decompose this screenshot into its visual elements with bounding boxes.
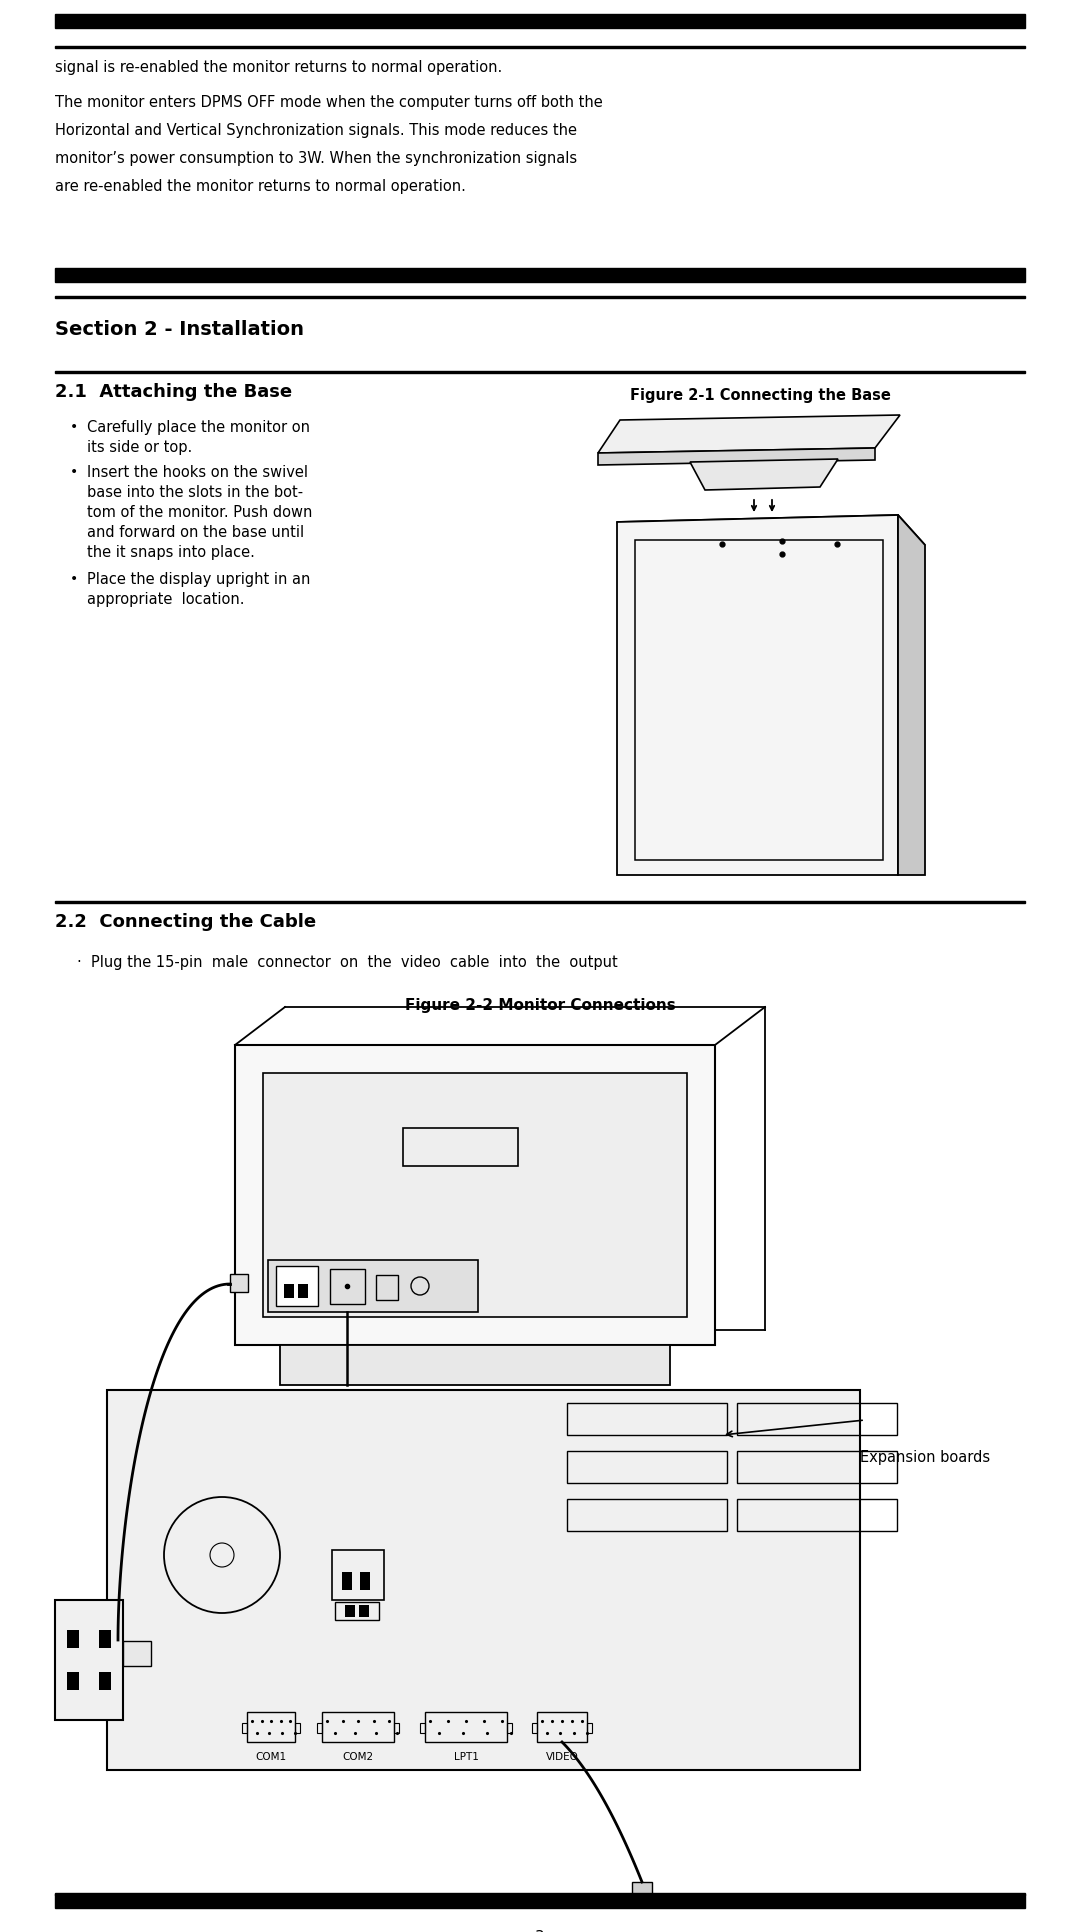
Polygon shape bbox=[690, 460, 838, 491]
Bar bbox=[532, 1723, 537, 1733]
Bar bbox=[330, 1269, 365, 1304]
Bar bbox=[335, 1602, 379, 1621]
Text: the it snaps into place.: the it snaps into place. bbox=[87, 545, 255, 560]
Bar bbox=[394, 1723, 399, 1733]
Bar bbox=[632, 1882, 652, 1901]
Bar bbox=[635, 541, 883, 860]
Bar bbox=[264, 1072, 687, 1318]
Bar bbox=[295, 1723, 300, 1733]
Text: COM1: COM1 bbox=[256, 1752, 286, 1762]
Bar bbox=[737, 1403, 897, 1435]
Bar bbox=[268, 1260, 478, 1312]
Polygon shape bbox=[897, 516, 924, 875]
Bar bbox=[55, 269, 1025, 282]
Bar bbox=[420, 1723, 426, 1733]
Text: Expansion boards: Expansion boards bbox=[860, 1451, 990, 1464]
Bar bbox=[537, 1712, 588, 1743]
Text: LPT1: LPT1 bbox=[454, 1752, 478, 1762]
Bar bbox=[567, 1499, 727, 1530]
Bar bbox=[332, 1549, 384, 1600]
Bar bbox=[55, 296, 1025, 298]
Bar bbox=[567, 1403, 727, 1435]
Bar bbox=[276, 1265, 318, 1306]
Text: are re-enabled the monitor returns to normal operation.: are re-enabled the monitor returns to no… bbox=[55, 180, 465, 193]
Text: •: • bbox=[70, 466, 78, 479]
Polygon shape bbox=[598, 448, 875, 466]
Bar bbox=[567, 1451, 727, 1484]
Text: Carefully place the monitor on: Carefully place the monitor on bbox=[87, 419, 310, 435]
Text: Place the display upright in an: Place the display upright in an bbox=[87, 572, 310, 587]
Bar bbox=[322, 1712, 394, 1743]
Polygon shape bbox=[598, 415, 900, 452]
Polygon shape bbox=[617, 516, 924, 553]
Bar bbox=[318, 1723, 322, 1733]
Text: Horizontal and Vertical Synchronization signals. This mode reduces the: Horizontal and Vertical Synchronization … bbox=[55, 124, 577, 137]
Bar bbox=[235, 1045, 715, 1345]
Bar bbox=[298, 1285, 308, 1298]
Text: •: • bbox=[70, 419, 78, 435]
Bar bbox=[55, 371, 1025, 373]
Text: COM2: COM2 bbox=[342, 1752, 374, 1762]
Text: Figure 2-1 Connecting the Base: Figure 2-1 Connecting the Base bbox=[630, 388, 890, 404]
Bar bbox=[55, 1893, 1025, 1909]
Text: appropriate  location.: appropriate location. bbox=[87, 591, 244, 607]
Bar bbox=[55, 900, 1025, 902]
Bar bbox=[280, 1345, 670, 1385]
Text: 3: 3 bbox=[535, 1930, 545, 1932]
Bar bbox=[588, 1723, 592, 1733]
Bar bbox=[55, 1893, 1025, 1895]
Bar bbox=[247, 1712, 295, 1743]
Text: VIDEO: VIDEO bbox=[545, 1752, 579, 1762]
Bar bbox=[359, 1605, 369, 1617]
Text: Section 2 - Installation: Section 2 - Installation bbox=[55, 321, 303, 338]
Polygon shape bbox=[617, 516, 897, 875]
Bar bbox=[107, 1389, 860, 1770]
Bar bbox=[403, 1128, 518, 1167]
Text: base into the slots in the bot-: base into the slots in the bot- bbox=[87, 485, 303, 500]
Bar bbox=[342, 1573, 352, 1590]
Bar bbox=[284, 1285, 294, 1298]
Bar bbox=[55, 14, 1025, 27]
Bar bbox=[737, 1451, 897, 1484]
Bar bbox=[360, 1573, 370, 1590]
Bar bbox=[55, 46, 1025, 48]
Text: 2.1  Attaching the Base: 2.1 Attaching the Base bbox=[55, 383, 292, 402]
Bar bbox=[67, 1671, 79, 1690]
Bar bbox=[345, 1605, 355, 1617]
Text: its side or top.: its side or top. bbox=[87, 440, 192, 456]
Text: tom of the monitor. Push down: tom of the monitor. Push down bbox=[87, 504, 312, 520]
Bar bbox=[426, 1712, 507, 1743]
Bar bbox=[242, 1723, 247, 1733]
Text: 2.2  Connecting the Cable: 2.2 Connecting the Cable bbox=[55, 914, 316, 931]
Bar bbox=[55, 1600, 123, 1719]
Text: and forward on the base until: and forward on the base until bbox=[87, 526, 305, 541]
Bar bbox=[99, 1631, 111, 1648]
Bar bbox=[123, 1640, 151, 1665]
Bar bbox=[507, 1723, 512, 1733]
Text: Figure 2-2 Monitor Connections: Figure 2-2 Monitor Connections bbox=[405, 999, 675, 1012]
Bar bbox=[230, 1273, 248, 1293]
Bar bbox=[67, 1631, 79, 1648]
Text: ·  Plug the 15-pin  male  connector  on  the  video  cable  into  the  output: · Plug the 15-pin male connector on the … bbox=[77, 954, 618, 970]
Bar bbox=[737, 1499, 897, 1530]
Text: •: • bbox=[70, 572, 78, 585]
Text: The monitor enters DPMS OFF mode when the computer turns off both the: The monitor enters DPMS OFF mode when th… bbox=[55, 95, 603, 110]
Text: Insert the hooks on the swivel: Insert the hooks on the swivel bbox=[87, 466, 308, 479]
Text: monitor’s power consumption to 3W. When the synchronization signals: monitor’s power consumption to 3W. When … bbox=[55, 151, 577, 166]
Bar bbox=[376, 1275, 399, 1300]
Text: signal is re-enabled the monitor returns to normal operation.: signal is re-enabled the monitor returns… bbox=[55, 60, 502, 75]
Bar bbox=[99, 1671, 111, 1690]
